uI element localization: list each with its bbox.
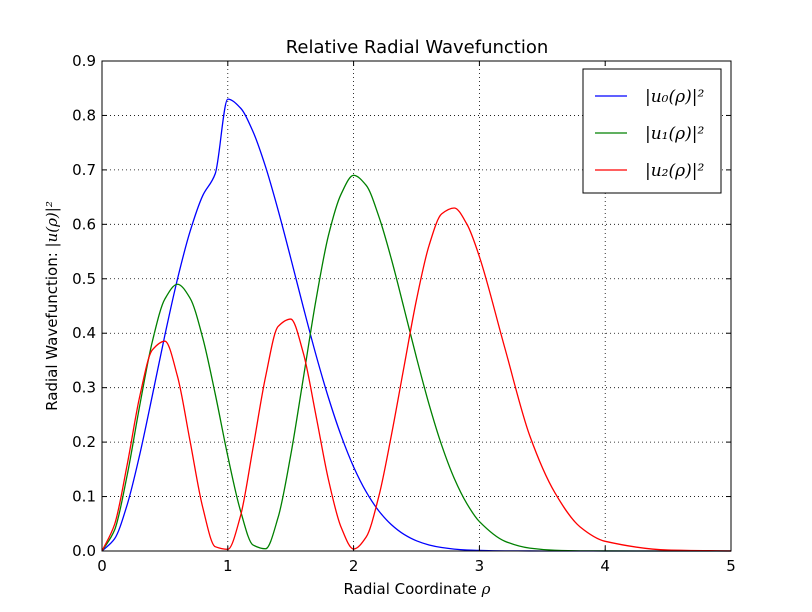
y-axis-label-symbol: |u(ρ)|² [43, 201, 61, 247]
y-tick-label: 0.3 [72, 379, 96, 397]
series-line-1 [101, 174, 731, 552]
y-tick-label: 0.0 [72, 542, 96, 560]
x-tick-label: 4 [600, 557, 610, 575]
legend-box [582, 68, 722, 194]
y-tick-label: 0.8 [72, 106, 96, 124]
x-axis-label-symbol: ρ [481, 580, 491, 598]
x-tick-label: 2 [349, 557, 359, 575]
legend-label-0: |u₀(ρ)|² [645, 87, 704, 107]
y-axis-label-text: Radial Wavefunction: [43, 247, 61, 410]
y-tick-label: 0.2 [72, 433, 96, 451]
x-tick-label: 1 [223, 557, 233, 575]
y-axis-label: Radial Wavefunction: |u(ρ)|² [43, 201, 61, 411]
y-tick-label: 0.5 [72, 270, 96, 288]
x-tick-label: 0 [97, 557, 107, 575]
x-axis-label: Radial Coordinate ρ [344, 580, 491, 598]
y-tick-label: 0.6 [72, 215, 96, 233]
y-tick-label: 0.4 [72, 324, 96, 342]
x-axis-label-text: Radial Coordinate [344, 580, 482, 598]
plot-frame [101, 60, 732, 552]
series-line-2 [101, 207, 732, 552]
axis-ticks: 0 1 2 3 4 5 0.0 0.1 0.2 0.3 0.4 0.5 0.6 0.7 0.8 0.9 [72, 52, 736, 575]
x-tick-label: 3 [475, 557, 485, 575]
y-tick-label: 0.1 [72, 488, 96, 506]
chart-title: Relative Radial Wavefunction [286, 37, 549, 58]
y-tick-label: 0.9 [72, 52, 96, 70]
y-tick-label: 0.7 [72, 161, 96, 179]
legend-label-2: |u₂(ρ)|² [645, 161, 704, 181]
x-tick-label: 5 [726, 557, 736, 575]
legend: |u₀(ρ)|² |u₁(ρ)|² |u₂(ρ)|² [582, 68, 722, 194]
legend-label-1: |u₁(ρ)|² [645, 124, 704, 144]
